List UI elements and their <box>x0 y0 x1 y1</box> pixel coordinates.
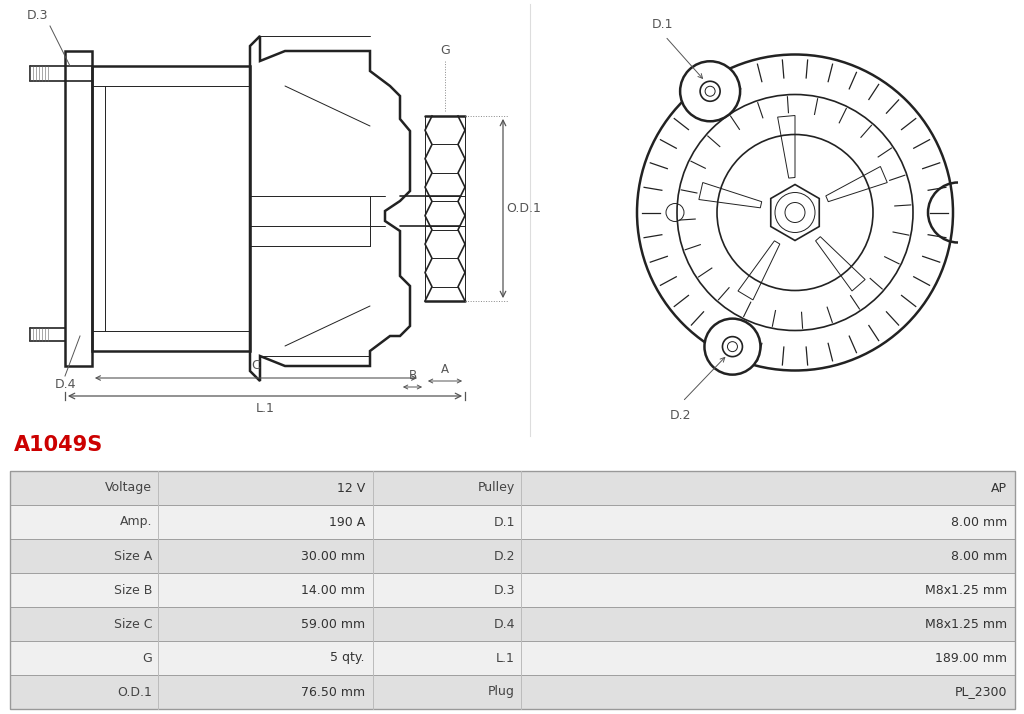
Text: D.1: D.1 <box>651 19 673 31</box>
Text: 14.00 mm: 14.00 mm <box>301 583 365 596</box>
Text: 76.50 mm: 76.50 mm <box>301 685 365 698</box>
Bar <box>10 641 1015 675</box>
Text: 30.00 mm: 30.00 mm <box>301 550 365 563</box>
Text: Amp.: Amp. <box>120 516 152 528</box>
Text: 5 qty.: 5 qty. <box>331 651 365 665</box>
Bar <box>10 675 1015 709</box>
Text: 59.00 mm: 59.00 mm <box>301 618 365 630</box>
Circle shape <box>680 61 740 121</box>
Text: Size B: Size B <box>114 583 152 596</box>
Bar <box>10 607 1015 641</box>
Text: L.1: L.1 <box>256 402 274 415</box>
Bar <box>10 539 1015 573</box>
Text: Plug: Plug <box>488 685 515 698</box>
Bar <box>10 573 1015 607</box>
Text: A1049S: A1049S <box>14 435 103 455</box>
Text: 189.00 mm: 189.00 mm <box>935 651 1007 665</box>
Text: O.D.1: O.D.1 <box>117 685 152 698</box>
Text: AP: AP <box>991 481 1007 495</box>
Text: M8x1.25 mm: M8x1.25 mm <box>925 618 1007 630</box>
Text: D.2: D.2 <box>494 550 515 563</box>
Text: B: B <box>409 369 417 382</box>
Text: 190 A: 190 A <box>329 516 365 528</box>
Text: G: G <box>142 651 152 665</box>
Text: 12 V: 12 V <box>337 481 365 495</box>
Text: D.4: D.4 <box>54 378 76 391</box>
Text: D.3: D.3 <box>494 583 515 596</box>
Bar <box>10 471 1015 505</box>
Text: M8x1.25 mm: M8x1.25 mm <box>925 583 1007 596</box>
Text: Size A: Size A <box>114 550 152 563</box>
Text: 8.00 mm: 8.00 mm <box>950 550 1007 563</box>
Circle shape <box>705 318 761 375</box>
Bar <box>10 505 1015 539</box>
Text: 8.00 mm: 8.00 mm <box>950 516 1007 528</box>
Text: Voltage: Voltage <box>105 481 152 495</box>
Text: D.1: D.1 <box>494 516 515 528</box>
Text: G: G <box>440 44 450 57</box>
Text: O.D.1: O.D.1 <box>506 202 541 215</box>
Text: PL_2300: PL_2300 <box>954 685 1007 698</box>
Bar <box>10 471 1015 709</box>
Text: Pulley: Pulley <box>478 481 515 495</box>
Text: A: A <box>441 363 449 376</box>
Text: D.2: D.2 <box>670 408 691 422</box>
Text: D.4: D.4 <box>494 618 515 630</box>
Text: C: C <box>252 359 260 372</box>
Text: L.1: L.1 <box>496 651 515 665</box>
Text: Size C: Size C <box>114 618 152 630</box>
Text: D.3: D.3 <box>27 9 48 22</box>
